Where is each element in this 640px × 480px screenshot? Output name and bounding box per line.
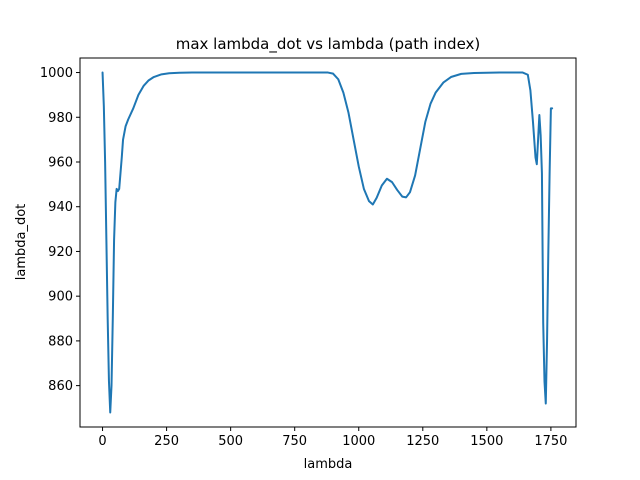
y-tick-label: 980 <box>48 111 73 126</box>
plot-frame <box>79 57 577 428</box>
y-tick-label: 900 <box>48 290 73 305</box>
x-tick-label: 1500 <box>470 434 503 449</box>
x-tick-label: 250 <box>154 434 179 449</box>
x-tick-label: 1000 <box>342 434 375 449</box>
y-tick-label: 860 <box>48 379 73 394</box>
x-tick-label: 1750 <box>534 434 567 449</box>
x-tick-label: 1250 <box>406 434 439 449</box>
x-tick-label: 500 <box>218 434 243 449</box>
plot-area <box>101 71 554 414</box>
x-axis-label: lambda <box>304 457 353 472</box>
x-axis: 0 250 500 750 1000 1250 1500 1750 <box>98 427 567 449</box>
y-tick-label: 960 <box>48 155 73 170</box>
x-tick-label: 0 <box>98 434 106 449</box>
y-tick-label: 920 <box>48 245 73 260</box>
y-tick-label: 940 <box>48 200 73 215</box>
y-axis: 860 880 900 920 940 960 980 1000 <box>40 66 80 394</box>
y-tick-label: 1000 <box>40 66 73 81</box>
y-axis-label: lambda_dot <box>14 204 29 281</box>
x-tick-label: 750 <box>282 434 307 449</box>
series-line <box>101 71 554 414</box>
chart-title: max lambda_dot vs lambda (path index) <box>176 35 481 54</box>
y-tick-label: 880 <box>48 334 73 349</box>
